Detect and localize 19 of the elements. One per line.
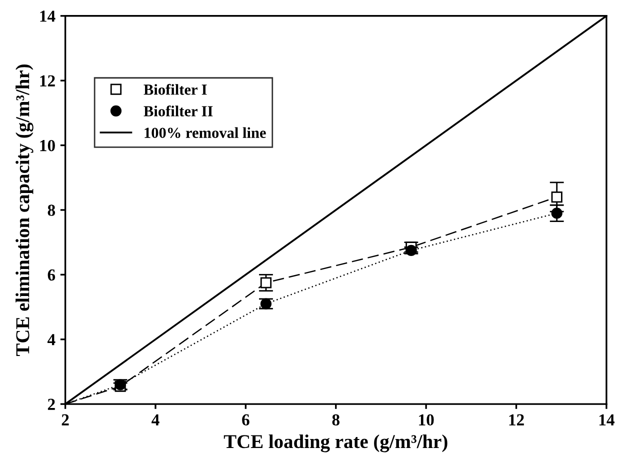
x-tick-label: 10 [419,414,434,426]
legend-label: 100% removal line [144,127,266,138]
y-tick-label: 6 [48,269,56,281]
x-tick-label: 2 [62,414,69,426]
y-tick-label: 10 [40,140,55,152]
x-axis-title: TCE loading rate (g/m³/hr) [224,434,448,452]
y-tick-label: 4 [47,334,56,346]
legend-label: Biofilter I [144,84,207,95]
x-tick-label: 14 [599,414,614,426]
y-tick-label: 12 [40,75,55,86]
x-tick-label: 6 [242,414,250,426]
x-tick-label: 4 [152,414,160,426]
x-tick-label: 12 [509,414,524,426]
x-tick-label: 8 [332,414,340,426]
y-tick-label: 2 [48,398,55,410]
y-axis-title: TCE elimination capacity (g/m³/hr) [16,64,34,356]
legend-label: Biofilter II [144,106,213,116]
y-tick-label: 14 [40,10,56,22]
y-tick-label: 8 [48,204,56,216]
